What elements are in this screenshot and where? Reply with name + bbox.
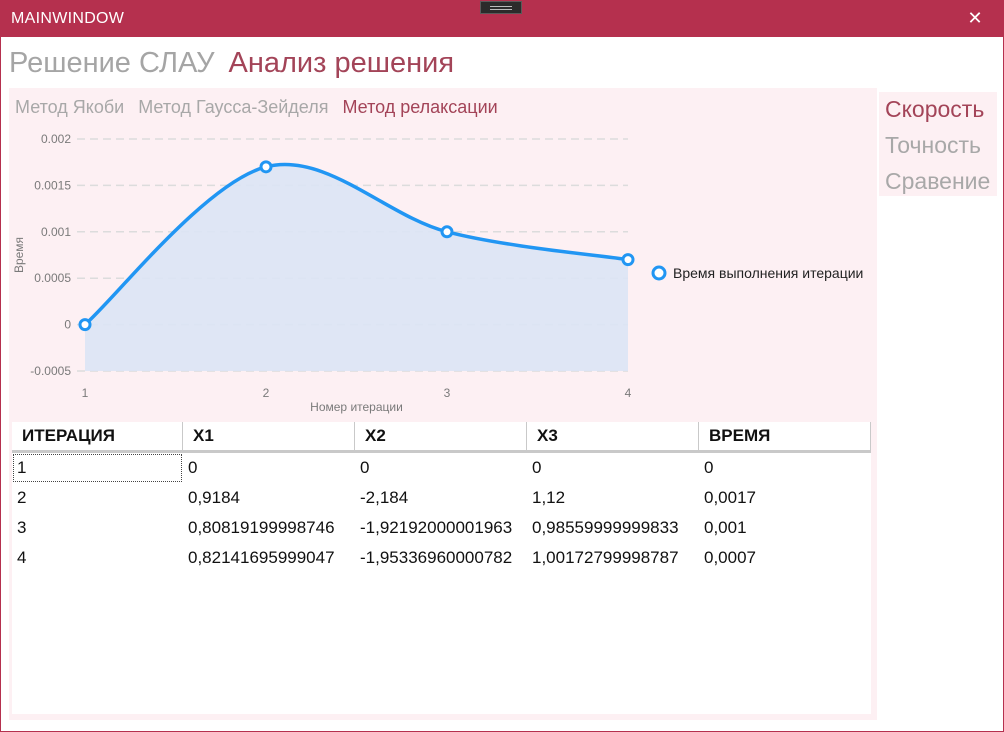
y-tick-label: 0.001 [41,225,71,239]
column-header-x3[interactable]: X3 [527,422,699,450]
table-cell[interactable]: 0,98559999999833 [532,518,679,537]
x-tick-label: 2 [263,386,270,400]
tab-solve-slae[interactable]: Решение СЛАУ [9,47,215,79]
y-tick-label: 0 [64,318,71,332]
data-point [440,225,454,239]
window-title: MAINWINDOW [11,10,125,27]
table-cell[interactable]: 3 [17,518,27,537]
close-button[interactable]: ✕ [967,8,983,28]
iteration-time-chart: -0.0005 0 0.0005 0.001 0.0015 0.002 1 2 3 4 Номер … [9,124,877,416]
tab-solution-analysis[interactable]: Анализ решения [228,47,455,79]
tab-comparison[interactable]: Сравение [885,168,991,194]
table-cell[interactable]: -1,92192000001963 [360,518,513,537]
table-cell[interactable]: 0 [532,458,542,477]
table-cell[interactable]: 0,80819199998746 [188,518,335,537]
column-header-x1[interactable]: X1 [183,422,355,450]
table-cell[interactable]: 0,0017 [704,488,756,507]
table-cell[interactable]: -1,95336960000782 [360,548,513,567]
table-row[interactable]: 1 0 0 0 0 [12,453,871,483]
data-point [259,160,273,174]
tab-speed[interactable]: Скорость [885,96,985,122]
table-cell[interactable]: 1,12 [532,488,566,507]
table-row[interactable]: 2 0,9184 -2,184 1,12 0,0017 [12,483,871,513]
y-axis-title: Время [12,237,26,273]
y-tick-label: 0.0015 [34,178,71,192]
title-bar: MAINWINDOW ✕ [0,0,1004,37]
table-cell[interactable]: 0 [188,458,198,477]
series-area [85,164,628,371]
column-header-time[interactable]: ВРЕМЯ [699,422,871,450]
column-header-x2[interactable]: X2 [355,422,527,450]
x-axis-title: Номер итерации [310,400,403,414]
data-point [621,253,635,267]
table-row[interactable]: 3 0,80819199998746 -1,92192000001963 0,9… [12,513,871,543]
table-cell[interactable]: 2 [17,488,27,507]
data-point [78,318,92,332]
table-cell[interactable]: 1,00172799998787 [532,548,679,567]
drag-handle-icon[interactable] [480,1,522,14]
table-header: ИТЕРАЦИЯ X1 X2 X3 ВРЕМЯ [12,422,871,453]
legend-marker [651,265,667,281]
table-body: 1 0 0 0 0 2 0,9184 -2,184 1,12 0,0017 3 … [12,453,871,573]
x-tick-label: 4 [625,386,632,400]
x-tick-label: 1 [82,386,89,400]
table-cell[interactable]: 0,82141695999047 [188,548,335,567]
table-row[interactable]: 4 0,82141695999047 -1,95336960000782 1,0… [12,543,871,573]
y-tick-label: 0.002 [41,132,71,146]
tab-accuracy[interactable]: Точность [885,132,982,158]
table-cell[interactable]: 4 [17,548,27,567]
main-tab-strip: Решение СЛАУ Анализ решения [9,44,454,82]
column-header-iteration[interactable]: ИТЕРАЦИЯ [12,422,183,450]
table-cell[interactable]: 0,0007 [704,548,756,567]
iterations-table: ИТЕРАЦИЯ X1 X2 X3 ВРЕМЯ 1 0 0 0 0 2 0,91… [12,422,871,714]
table-cell[interactable]: 1 [12,453,183,483]
tab-gauss-seidel-method[interactable]: Метод Гаусса-Зейделя [138,97,329,117]
series-line [83,162,629,326]
table-cell[interactable]: -2,184 [360,488,409,507]
method-tab-strip: Метод Якоби Метод Гаусса-Зейделя Метод р… [15,95,498,119]
y-tick-label: 0.0005 [34,271,71,285]
table-cell[interactable]: 0 [360,458,370,477]
analysis-panel: Метод Якоби Метод Гаусса-Зейделя Метод р… [9,88,877,720]
table-cell[interactable]: 0,001 [704,518,747,537]
y-tick-label: -0.0005 [30,364,71,378]
side-tab-strip: Скорость Точность Сравение [879,92,997,196]
chart-svg: -0.0005 0 0.0005 0.001 0.0015 0.002 1 2 3 4 Номер … [12,132,863,414]
table-cell[interactable]: 0,9184 [188,488,240,507]
legend-label: Время выполнения итерации [673,265,863,281]
tab-relaxation-method[interactable]: Метод релаксации [342,97,498,117]
tab-jacobi-method[interactable]: Метод Якоби [15,97,125,117]
table-cell[interactable]: 0 [704,458,714,477]
window-border-left [0,37,1,732]
x-tick-label: 3 [444,386,451,400]
